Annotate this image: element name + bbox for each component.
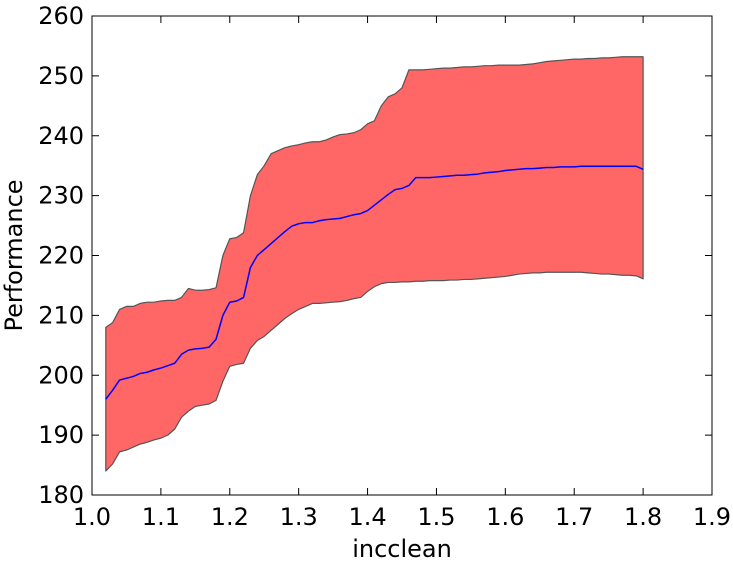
mean-line (105, 165, 644, 400)
band-area (105, 56, 644, 472)
y-tick-label: 240 (38, 122, 84, 150)
x-tick-label: 1.2 (211, 503, 249, 531)
x-tick-label: 1.3 (280, 503, 318, 531)
x-tick-label: 1.9 (693, 503, 731, 531)
x-tick-label: 1.4 (348, 503, 386, 531)
y-tick-label: 190 (38, 421, 84, 449)
x-tick-label: 1.0 (73, 503, 111, 531)
axes: 1.0 1.1 1.2 1.3 1.4 1.5 1.6 1.7 1.8 1.9 180 190 200 2… (38, 2, 731, 531)
x-tick-label: 1.8 (624, 503, 662, 531)
y-tick-label: 230 (38, 182, 84, 210)
y-tick-label: 260 (38, 2, 84, 30)
y-axis-label: Performance (0, 179, 28, 331)
x-tick-label: 1.7 (555, 503, 593, 531)
x-axis-label: incclean (352, 535, 452, 563)
y-tick-label: 250 (38, 62, 84, 90)
x-tick-label: 1.5 (417, 503, 455, 531)
y-tick-label: 220 (38, 242, 84, 270)
plot-area (105, 56, 644, 472)
x-tick-label: 1.1 (142, 503, 180, 531)
y-tick-label: 180 (38, 481, 84, 509)
x-tick-label: 1.6 (486, 503, 524, 531)
y-tick-label: 210 (38, 301, 84, 329)
y-tick-label: 200 (38, 361, 84, 389)
